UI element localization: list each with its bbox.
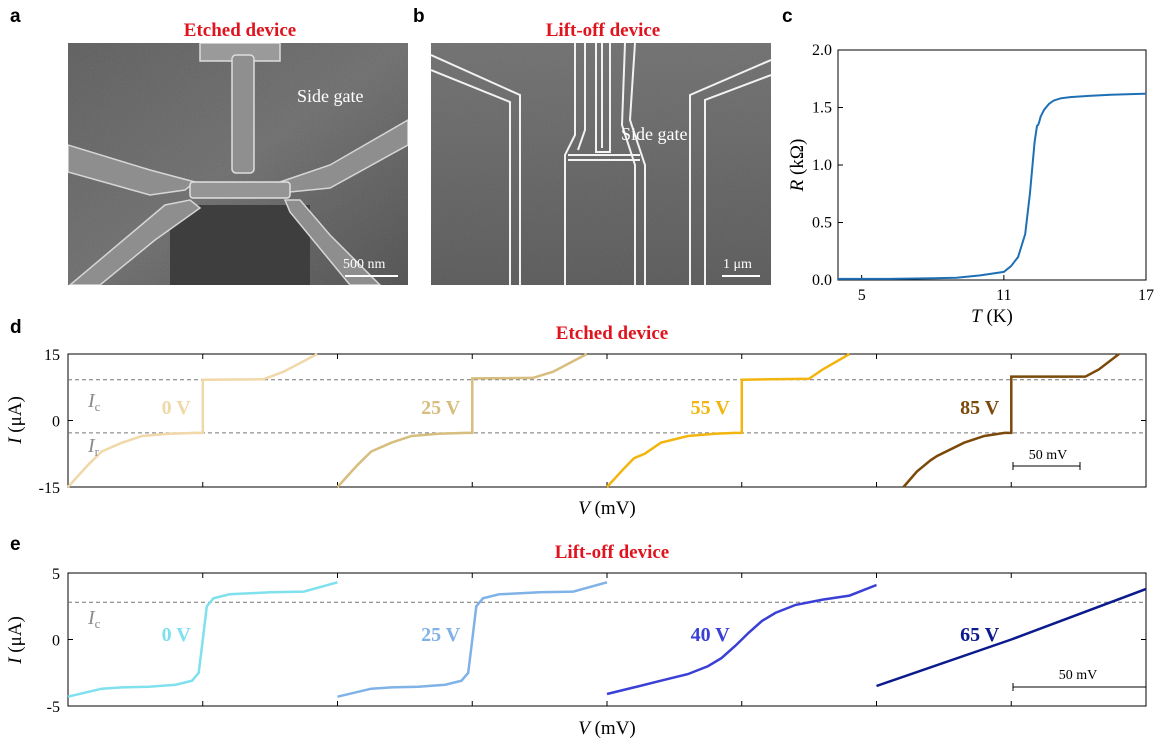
chart-c-ytick-label: 0.0 [812,272,832,289]
chart-c-ytick-label: 2.0 [812,42,832,59]
chart-e-ytick-label: 5 [52,566,60,583]
series-label-e-3: 65 V [960,624,1000,646]
chart-d-frame [67,353,1147,488]
series-label-d-1: 25 V [421,397,461,419]
chart-d-ytick-label: 0 [52,414,60,431]
chart-d-xlabel: V (mV) [578,498,636,519]
panel-a: a Etched device Side gate 500 nm [10,6,408,285]
series-label-e-2: 40 V [691,624,731,646]
panel-a-title: Etched device [184,20,296,41]
series-label-d-2: 55 V [691,397,731,419]
sem-image-liftoff [431,43,771,285]
panel-b-gate-label: Side gate [621,124,687,144]
series-line-d-2 [606,352,851,488]
sem-image-etched [68,43,408,285]
chart-c-xlabel: T (K) [971,306,1013,327]
chart-c-xtick-label: 11 [996,287,1011,304]
panel-b-scale-label: 1 μm [723,257,752,272]
chart-c-ytick-label: 1.5 [812,100,832,117]
chart-c-frame [837,49,1147,281]
panel-b: b Lift-off device [413,6,771,285]
chart-d-ylabel: I (μA) [5,396,26,445]
series-line-d-3 [902,353,1120,488]
panel-letter-e: e [10,534,21,555]
panel-letter-a: a [10,6,21,27]
series-label-e-1: 25 V [421,624,461,646]
chart-d-scale-label: 50 mV [1029,448,1068,463]
series-label-e-0: 0 V [162,624,192,646]
series-line-d-1 [336,352,588,488]
chart-e-ytick-label: 0 [52,633,60,650]
chart-c-xtick-label: 17 [1138,287,1154,304]
series-line-d-0 [67,352,318,488]
chart-e-ytick-label: -5 [47,699,60,716]
chart-c-ytick-label: 1.0 [812,157,832,174]
panel-letter-c: c [782,6,793,27]
panel-letter-d: d [10,317,22,338]
ir-label-d: Ir [87,435,100,459]
chart-c-xtick-label: 5 [858,287,866,304]
series-line-e-3 [876,587,1147,688]
chart-d-ytick-label: 15 [44,347,60,364]
series-label-d-3: 85 V [960,397,1000,419]
panel-letter-b: b [413,6,425,27]
chart-iv-liftoff: e Lift-off device 5 0 -5 0 V 25 V 40 V 65 V I… [5,534,1147,739]
panel-b-title: Lift-off device [546,20,660,41]
chart-iv-etched: d Etched device 15 0 -15 0 V 25 V 55 V 85 V I… [5,317,1147,519]
chart-e-xlabel: V (mV) [578,718,636,739]
chart-c-ytick-label: 0.5 [812,215,832,232]
series-line-e-1 [337,581,608,698]
panel-e-title: Lift-off device [555,542,669,563]
series-line-e-0 [67,581,338,698]
series-line-e-2 [606,583,877,696]
chart-c-ylabel: R (kΩ) [787,139,808,193]
chart-e-scale-label: 50 mV [1059,668,1098,683]
chart-d-ytick-label: -15 [39,480,60,497]
series-label-d-0: 0 V [162,397,192,419]
ic-label-e: Ic [87,607,101,631]
ic-label-d: Ic [87,390,101,414]
series-line-rt [838,92,1147,280]
panel-a-scale-label: 500 nm [343,257,386,272]
panel-d-title: Etched device [556,323,668,344]
panel-a-gate-label: Side gate [297,86,363,106]
chart-rt: c 5 11 17 0.0 0.5 1.0 1.5 2.0 T (K) R (kΩ) [782,6,1154,327]
chart-e-ylabel: I (μA) [5,616,26,665]
